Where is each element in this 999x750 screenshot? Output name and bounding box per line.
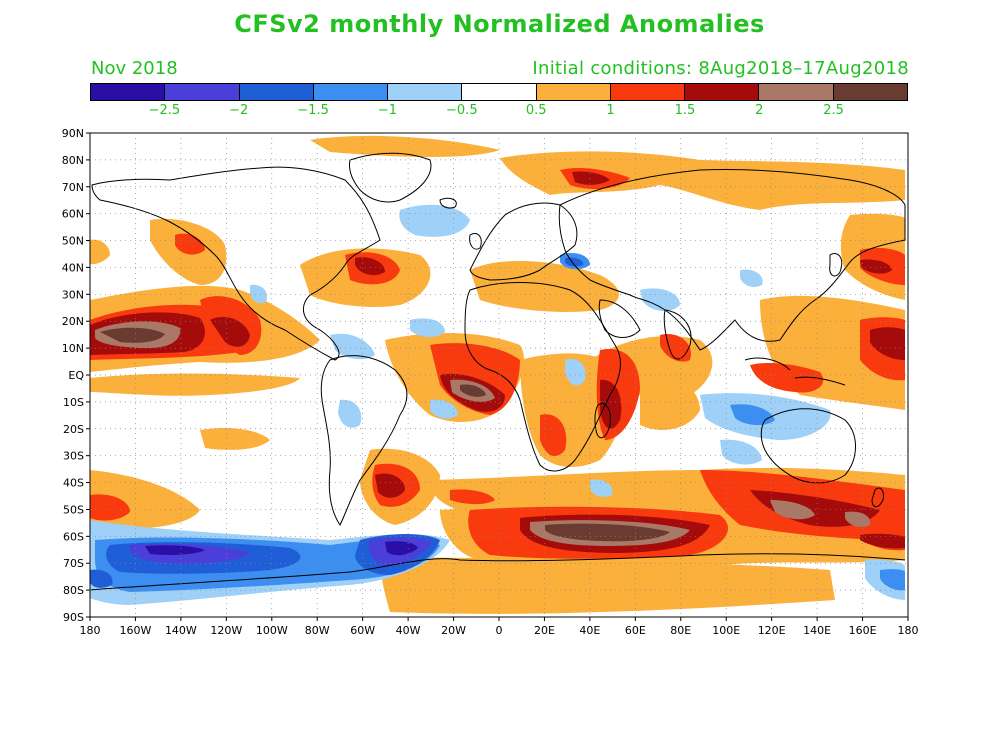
latitude-label: 20S: [63, 423, 84, 436]
longitude-label: 40E: [579, 624, 600, 637]
colorbar-label: −2.5: [148, 103, 181, 118]
latitude-label: 50N: [62, 235, 84, 248]
longitude-label: 0: [496, 624, 503, 637]
latitude-label: 70S: [63, 557, 84, 570]
colorbar-swatch: [833, 84, 907, 100]
colorbar-label: −2: [229, 103, 249, 118]
latitude-label: 10N: [62, 342, 84, 355]
latitude-label: 30N: [62, 288, 84, 301]
colorbar-swatch: [239, 84, 314, 100]
gridlines: [90, 133, 908, 617]
colorbar-swatch: [165, 84, 240, 100]
longitude-labels: 180 160W 140W 120W 100W 80W 60W 40W 20W 0 20E 40E 60…: [80, 624, 919, 637]
colorbar-label: −1.5: [297, 103, 329, 118]
longitude-label: 40W: [396, 624, 421, 637]
latitude-label: 30S: [63, 450, 84, 463]
longitude-label: 140E: [803, 624, 831, 637]
colorbar: [90, 83, 908, 101]
latitude-label: 90N: [62, 127, 84, 140]
colorbar-swatch: [759, 84, 834, 100]
latitude-label: 80N: [62, 154, 84, 167]
latitude-label: 40S: [63, 477, 84, 490]
longitude-label: 120E: [758, 624, 786, 637]
latitude-label: 60S: [63, 530, 84, 543]
latitude-label: 40N: [62, 261, 84, 274]
latitude-label: 10S: [63, 396, 84, 409]
chart-title: CFSv2 monthly Normalized Anomalies: [234, 10, 765, 38]
longitude-label: 120W: [210, 624, 242, 637]
colorbar-swatch: [610, 84, 686, 100]
longitude-label: 180: [80, 624, 101, 637]
longitude-label: 180: [898, 624, 919, 637]
anomaly-fields: [90, 135, 905, 614]
longitude-label: 60E: [625, 624, 646, 637]
colorbar-label: 0.5: [525, 103, 547, 118]
colorbar-label: 2: [755, 103, 764, 118]
coastlines: [90, 152, 906, 591]
colorbar-label: 1.5: [674, 103, 696, 118]
longitude-label: 160W: [120, 624, 152, 637]
latitude-label: 80S: [63, 584, 84, 597]
latitude-label: 60N: [62, 208, 84, 221]
colorbar-label: 2.5: [823, 103, 844, 118]
colorbar-swatch: [536, 84, 611, 100]
colorbar-swatch: [91, 84, 166, 100]
longitude-label: 20E: [534, 624, 555, 637]
longitude-label: 140W: [165, 624, 197, 637]
axis-ticks: [86, 132, 909, 621]
colorbar-swatch: [685, 84, 760, 100]
latitude-label: 50S: [63, 503, 84, 516]
longitude-label: 80E: [670, 624, 691, 637]
latitude-labels: 90N 80N 70N 60N 50N 40N 30N 20N 10N EQ 10S 20S 30S 40…: [62, 127, 85, 624]
latitude-label: 90S: [63, 611, 84, 624]
longitude-label: 20W: [441, 624, 466, 637]
colorbar-label: −1: [377, 103, 398, 118]
longitude-label: 80W: [305, 624, 330, 637]
colorbar-swatch: [313, 84, 389, 100]
colorbar-label: 1: [606, 103, 615, 118]
colorbar-label: −0.5: [446, 103, 478, 118]
colorbar-swatch: [462, 84, 537, 100]
initial-conditions: Initial conditions: 8Aug2018–17Aug2018: [532, 58, 909, 79]
longitude-label: 100E: [712, 624, 740, 637]
latitude-label: 20N: [62, 315, 84, 328]
colorbar-swatch: [388, 84, 463, 100]
longitude-label: 160E: [849, 624, 877, 637]
longitude-label: 100W: [256, 624, 288, 637]
latitude-label: 70N: [62, 181, 84, 194]
forecast-month: Nov 2018: [91, 58, 178, 79]
longitude-label: 60W: [350, 624, 375, 637]
latitude-label: EQ: [68, 369, 84, 382]
